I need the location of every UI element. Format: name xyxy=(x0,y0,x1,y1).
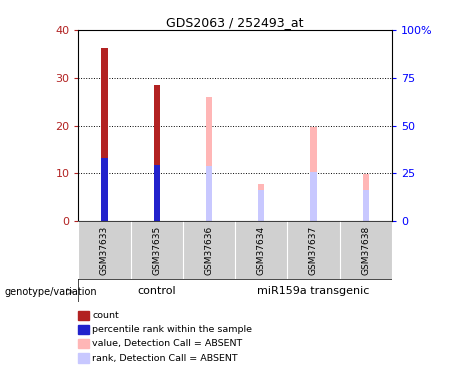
Bar xyxy=(206,97,212,221)
Text: control: control xyxy=(137,286,176,296)
Text: GSM37633: GSM37633 xyxy=(100,226,109,275)
Text: miR159a transgenic: miR159a transgenic xyxy=(257,286,370,296)
Text: GSM37635: GSM37635 xyxy=(152,226,161,275)
Text: genotype/variation: genotype/variation xyxy=(5,287,97,297)
FancyBboxPatch shape xyxy=(235,221,287,279)
FancyBboxPatch shape xyxy=(183,221,235,279)
Text: GSM37634: GSM37634 xyxy=(257,226,266,275)
Text: GSM37637: GSM37637 xyxy=(309,226,318,275)
Bar xyxy=(258,184,264,221)
FancyBboxPatch shape xyxy=(287,221,340,279)
Bar xyxy=(154,165,160,221)
Text: percentile rank within the sample: percentile rank within the sample xyxy=(92,325,252,334)
Title: GDS2063 / 252493_at: GDS2063 / 252493_at xyxy=(166,16,304,29)
Bar xyxy=(310,172,317,221)
FancyBboxPatch shape xyxy=(130,221,183,279)
Bar xyxy=(310,127,317,221)
Bar xyxy=(101,158,107,221)
FancyBboxPatch shape xyxy=(340,221,392,279)
Text: count: count xyxy=(92,311,119,320)
Bar xyxy=(363,190,369,221)
Bar xyxy=(363,174,369,221)
Text: GSM37636: GSM37636 xyxy=(205,226,213,275)
Text: GSM37638: GSM37638 xyxy=(361,226,370,275)
Bar xyxy=(258,190,264,221)
FancyBboxPatch shape xyxy=(78,221,130,279)
Bar xyxy=(206,166,212,221)
Text: value, Detection Call = ABSENT: value, Detection Call = ABSENT xyxy=(92,339,242,348)
Bar xyxy=(154,85,160,221)
Text: rank, Detection Call = ABSENT: rank, Detection Call = ABSENT xyxy=(92,354,238,363)
Bar xyxy=(101,48,107,221)
